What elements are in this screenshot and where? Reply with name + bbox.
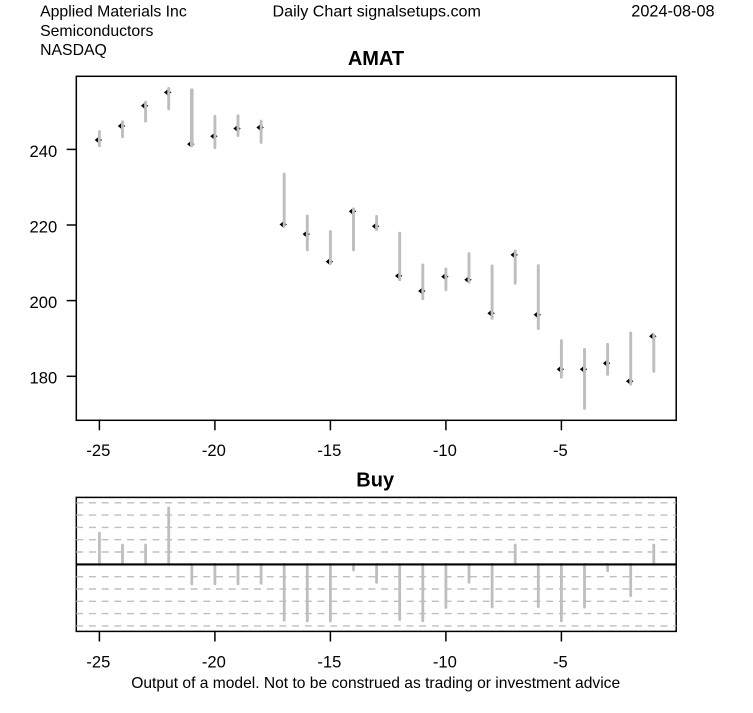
svg-text:-15: -15 bbox=[317, 652, 341, 671]
svg-text:-25: -25 bbox=[86, 441, 110, 460]
svg-text:200: 200 bbox=[30, 293, 58, 312]
svg-text:-5: -5 bbox=[553, 652, 568, 671]
svg-text:Daily Chart signalsetups.com: Daily Chart signalsetups.com bbox=[273, 3, 481, 21]
svg-text:-5: -5 bbox=[553, 441, 568, 460]
svg-text:-10: -10 bbox=[433, 441, 457, 460]
svg-text:Applied Materials Inc: Applied Materials Inc bbox=[40, 4, 187, 21]
svg-text:220: 220 bbox=[30, 217, 58, 236]
svg-text:180: 180 bbox=[30, 369, 58, 388]
svg-text:-20: -20 bbox=[202, 652, 226, 671]
svg-text:-10: -10 bbox=[433, 652, 457, 671]
svg-text:-20: -20 bbox=[202, 441, 226, 460]
svg-text:2024-08-08: 2024-08-08 bbox=[631, 3, 714, 21]
svg-text:AMAT: AMAT bbox=[348, 48, 404, 70]
svg-text:Semiconductors: Semiconductors bbox=[40, 23, 153, 40]
svg-text:NASDAQ: NASDAQ bbox=[40, 42, 107, 59]
svg-text:Output of a model. Not to be c: Output of a model. Not to be construed a… bbox=[131, 675, 620, 692]
svg-text:Buy: Buy bbox=[356, 469, 395, 491]
svg-text:240: 240 bbox=[30, 142, 58, 161]
svg-text:-15: -15 bbox=[317, 441, 341, 460]
svg-text:-25: -25 bbox=[86, 652, 110, 671]
